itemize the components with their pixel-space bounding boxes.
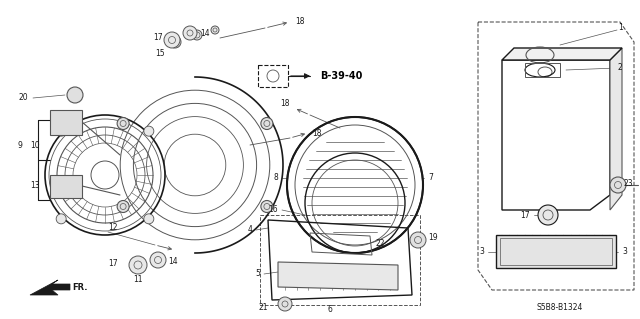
Text: 2: 2 (618, 63, 623, 72)
Text: 12: 12 (108, 224, 118, 233)
Circle shape (56, 214, 66, 224)
Text: 18: 18 (295, 18, 305, 26)
Text: 17: 17 (108, 258, 118, 268)
Text: 1: 1 (618, 24, 623, 33)
Text: 14: 14 (200, 28, 210, 38)
Polygon shape (502, 48, 622, 60)
Polygon shape (610, 48, 622, 210)
Circle shape (56, 126, 66, 136)
Text: 17: 17 (154, 33, 163, 42)
Text: 8: 8 (273, 174, 278, 182)
Circle shape (164, 32, 180, 48)
Polygon shape (30, 280, 70, 295)
Text: 5: 5 (255, 270, 260, 278)
Text: S5B8-B1324: S5B8-B1324 (537, 303, 583, 313)
Text: 3: 3 (622, 248, 627, 256)
Polygon shape (50, 175, 82, 198)
Circle shape (144, 126, 154, 136)
Circle shape (117, 117, 129, 130)
Circle shape (278, 297, 292, 311)
Text: 7: 7 (428, 174, 433, 182)
Text: 18: 18 (312, 129, 321, 137)
Text: 15: 15 (156, 48, 165, 57)
Text: 22: 22 (376, 239, 385, 248)
Circle shape (261, 201, 273, 212)
Circle shape (261, 117, 273, 130)
Text: 23: 23 (624, 179, 634, 188)
Text: FR.: FR. (72, 283, 88, 292)
Circle shape (117, 201, 129, 212)
Text: 6: 6 (328, 306, 332, 315)
Polygon shape (496, 235, 616, 268)
Text: 16: 16 (268, 205, 278, 214)
Text: 18: 18 (280, 100, 290, 108)
Circle shape (169, 36, 181, 48)
Circle shape (410, 232, 426, 248)
Circle shape (211, 26, 219, 34)
Circle shape (67, 87, 83, 103)
Circle shape (538, 205, 558, 225)
Text: 19: 19 (428, 234, 438, 242)
Circle shape (144, 214, 154, 224)
Text: B-39-40: B-39-40 (320, 71, 362, 81)
Text: 20: 20 (19, 93, 28, 102)
Text: 3: 3 (479, 248, 484, 256)
Circle shape (150, 252, 166, 268)
Text: 11: 11 (133, 276, 143, 285)
Bar (258, 65, 288, 87)
Text: 9: 9 (17, 140, 22, 150)
Circle shape (192, 30, 202, 40)
Circle shape (183, 26, 197, 40)
Text: 13: 13 (30, 181, 40, 189)
Text: 21: 21 (259, 302, 268, 311)
Circle shape (129, 256, 147, 274)
Circle shape (610, 177, 626, 193)
Text: 10: 10 (30, 140, 40, 150)
Polygon shape (50, 110, 82, 135)
Text: 14: 14 (168, 257, 178, 266)
Text: 4: 4 (247, 226, 252, 234)
Polygon shape (278, 262, 398, 290)
Text: 17: 17 (520, 211, 530, 219)
